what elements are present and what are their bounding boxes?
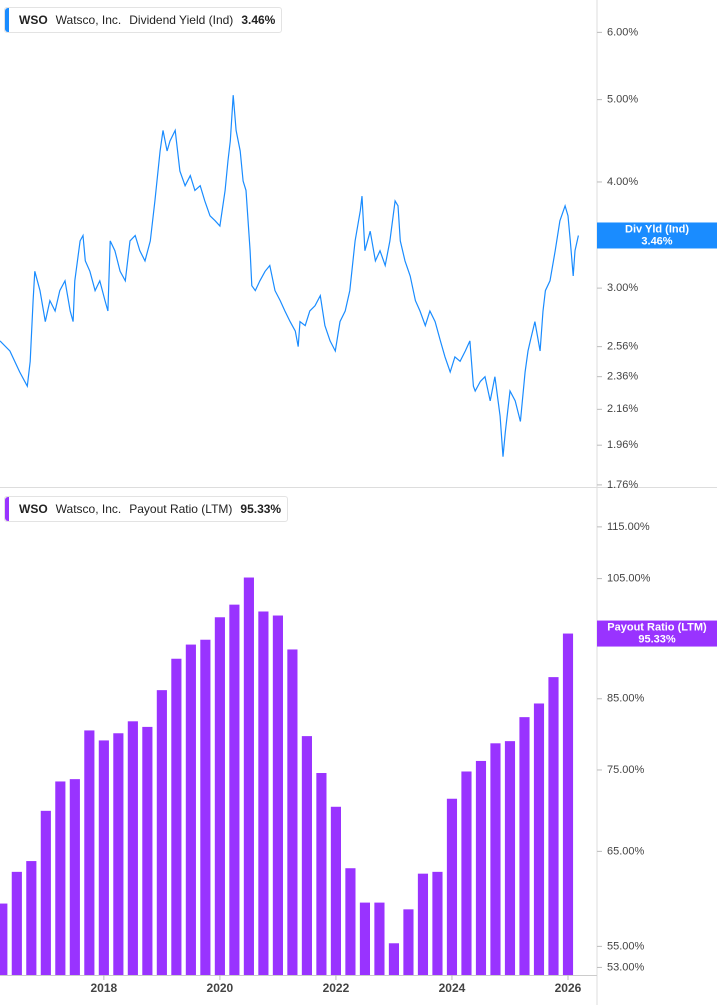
bar [11,871,22,975]
bar [40,810,51,975]
bar [374,902,385,975]
bar [330,806,341,975]
bar [562,633,574,975]
legend-series: Dividend Yield (Ind) [129,13,234,27]
y-tick-label: 4.00% [607,176,638,188]
legend-swatch [5,8,9,32]
bar [0,903,8,975]
bar [301,736,312,975]
y-tick-label: 105.00% [607,573,651,585]
bar [55,781,66,975]
bar [475,760,487,975]
bar [258,611,269,975]
bar [345,868,356,975]
bar [548,677,559,975]
bar [127,721,138,975]
y-tick-label: 6.00% [607,26,638,38]
y-tick-label: 2.56% [607,341,638,353]
line [0,95,579,457]
value-tag [597,620,717,647]
y-tick-label: 85.00% [607,693,645,705]
legend: WSO Watsco, Inc. Dividend Yield (Ind) 3.… [4,7,283,33]
legend-ticker: WSO [19,502,48,516]
value-tag-name: Payout Ratio (LTM) [607,621,707,633]
bar [519,717,530,975]
bar [316,773,327,975]
bar [200,639,211,975]
legend-value: 3.46% [241,13,276,27]
legend-company: Watsco, Inc. [55,502,122,516]
y-tick-label: 65.00% [607,845,645,857]
bar [461,771,472,975]
bar [432,871,443,975]
y-tick-label: 1.76% [607,479,638,491]
legend: WSO Watsco, Inc. Payout Ratio (LTM) 95.3… [4,496,289,522]
y-tick-label: 115.00% [607,521,650,533]
bar [417,873,429,975]
y-tick-label: 5.00% [607,94,638,106]
bar [533,703,545,975]
bar [26,861,37,975]
bar [214,617,225,975]
y-tick-label: 2.16% [607,403,638,415]
x-tick-label: 2018 [90,981,117,995]
legend-series: Payout Ratio (LTM) [129,502,233,516]
legend-swatch [5,497,9,521]
value-tag-name: Div Yld (Ind) [625,223,689,235]
bar [229,604,240,975]
bar [98,740,109,975]
y-tick-label: 2.36% [607,371,638,383]
bar [446,798,458,975]
bar [171,658,182,975]
bar [84,730,95,975]
y-tick-label: 1.96% [607,439,638,451]
bar [504,741,516,975]
y-tick-label: 75.00% [607,764,645,776]
bar [185,644,196,975]
bar [287,649,298,975]
value-tag [597,222,717,249]
bar [142,726,153,975]
value-tag-value: 3.46% [641,235,672,247]
bar [156,690,167,975]
y-tick-label: 53.00% [607,961,645,973]
legend-value: 95.33% [240,502,282,516]
bar [113,733,124,975]
bar [490,743,501,975]
x-tick-label: 2024 [439,981,466,995]
bar [69,779,80,975]
bar [243,577,254,975]
bar [388,943,400,975]
bar [403,909,414,975]
legend-ticker: WSO [19,13,48,27]
value-tag-value: 95.33% [638,633,676,645]
y-tick-label: 55.00% [607,940,645,952]
legend-company: Watsco, Inc. [55,13,122,27]
x-tick-label: 2020 [207,981,234,995]
x-tick-label: 2026 [555,981,582,995]
y-tick-label: 3.00% [607,282,638,294]
x-tick-label: 2022 [323,981,350,995]
bar [359,902,371,975]
bar [272,615,283,975]
